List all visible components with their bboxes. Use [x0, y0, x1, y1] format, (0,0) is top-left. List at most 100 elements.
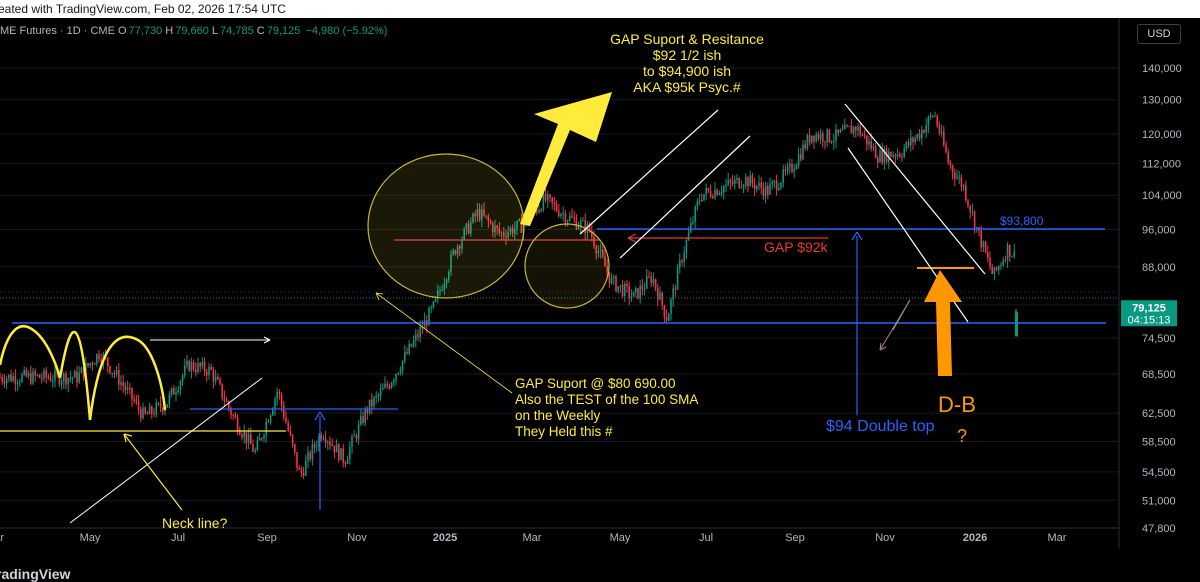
x-tick-label: Mar: [523, 532, 542, 544]
candle-body: [27, 373, 30, 377]
candle-body: [470, 222, 472, 234]
candle-body: [580, 221, 582, 227]
candle-body: [575, 218, 578, 230]
y-tick-label: 130,000: [1142, 95, 1182, 107]
candle-body: [74, 371, 76, 378]
candle-body: [155, 403, 157, 415]
candle-body: [701, 200, 703, 202]
y-tick-label: 96,000: [1142, 225, 1176, 237]
candle-body: [371, 399, 373, 407]
candle-body: [206, 371, 208, 376]
candle-body: [78, 372, 80, 383]
annotation-gap-support-80690: GAP Suport @ $80 690.00: [515, 376, 676, 391]
candle-body: [263, 435, 265, 439]
candle-body: [19, 381, 21, 383]
candle-body: [709, 190, 712, 197]
candle-body: [360, 416, 362, 425]
footer-bar: [0, 563, 1200, 582]
candle-body: [503, 232, 505, 236]
annotation-gap-support-resistance: GAP Suport & Resitance: [610, 31, 764, 47]
candle-body: [800, 154, 802, 160]
candle-body: [478, 208, 481, 220]
candle-body: [857, 126, 859, 131]
candle-body: [672, 288, 674, 300]
candle-body: [767, 185, 769, 195]
candle-body: [492, 223, 494, 233]
candle-body: [593, 236, 595, 247]
candle-body: [327, 441, 329, 443]
candle-body: [232, 415, 234, 417]
candle-body: [874, 146, 877, 159]
candle-body: [901, 156, 903, 158]
candle-body: [850, 126, 853, 134]
candle-body: [613, 276, 615, 278]
candle-body: [250, 434, 252, 445]
candle-body: [221, 383, 223, 398]
candle-body: [518, 219, 520, 221]
candle-body: [269, 415, 272, 423]
candle-body: [76, 371, 78, 383]
candle-body: [234, 415, 237, 418]
currency-button[interactable]: USD: [1137, 24, 1181, 44]
candle-body: [654, 279, 657, 289]
candle-body: [934, 115, 936, 117]
candle-body: [54, 370, 56, 381]
candle-body: [734, 179, 736, 184]
candle-body: [703, 194, 705, 201]
candle-body: [212, 369, 215, 382]
x-tick-label: May: [80, 532, 101, 544]
candle-body: [852, 126, 855, 134]
candle-body: [863, 135, 866, 137]
candle-body: [936, 115, 938, 126]
candle-body: [670, 299, 672, 315]
candle-body: [459, 246, 461, 249]
candle-body: [450, 254, 452, 272]
candle-body: [472, 213, 474, 223]
annotation-question: ?: [957, 426, 967, 446]
header-caption: eated with TradingView.com, Feb 02, 2026…: [0, 2, 286, 16]
legend-low: 74,785: [220, 25, 254, 37]
candle-body: [309, 452, 311, 460]
candle-body: [628, 286, 630, 298]
candle-body: [758, 182, 760, 186]
candle-body: [542, 194, 545, 211]
candle-body: [276, 391, 278, 399]
candle-body: [109, 366, 111, 374]
candle-body: [489, 221, 492, 224]
candle-body: [650, 276, 652, 284]
legend-symbol[interactable]: ME Futures · 1D · CME: [0, 25, 115, 37]
y-tick-label: 47,800: [1142, 523, 1176, 535]
y-tick-label: 120,000: [1142, 129, 1182, 141]
candle-body: [16, 382, 19, 384]
x-tick-label: May: [610, 532, 631, 544]
drawings-layer: [0, 92, 1119, 524]
candle-body: [826, 129, 828, 143]
candle-body: [8, 374, 10, 379]
candle-body: [712, 196, 714, 198]
candle-body: [41, 377, 43, 379]
candle-body: [162, 407, 164, 412]
small-arrow-up: [892, 299, 911, 331]
candle-body: [571, 215, 573, 218]
annotation-gap-support-resistance: $92 1/2 ish: [653, 47, 722, 63]
candle-body: [648, 276, 650, 278]
candle-body: [241, 434, 243, 438]
legend-close-label: C: [256, 25, 265, 37]
head-arc: [58, 330, 92, 421]
candle-body: [245, 431, 248, 444]
candle-body: [474, 213, 476, 217]
candle-body: [14, 376, 17, 384]
candle-body: [390, 382, 393, 388]
candle-body: [467, 223, 470, 234]
candle-body: [298, 467, 300, 470]
candle-body: [346, 459, 349, 464]
last-price-badge: [1121, 300, 1177, 327]
candle-body: [742, 185, 745, 188]
watermark-header: eated with TradingView.com, Feb 02, 2026…: [0, 0, 1200, 18]
candle-body: [96, 353, 98, 364]
candle-body: [320, 435, 322, 439]
candle-body: [927, 116, 930, 126]
candle-body: [305, 460, 307, 476]
candle-body: [399, 370, 402, 374]
